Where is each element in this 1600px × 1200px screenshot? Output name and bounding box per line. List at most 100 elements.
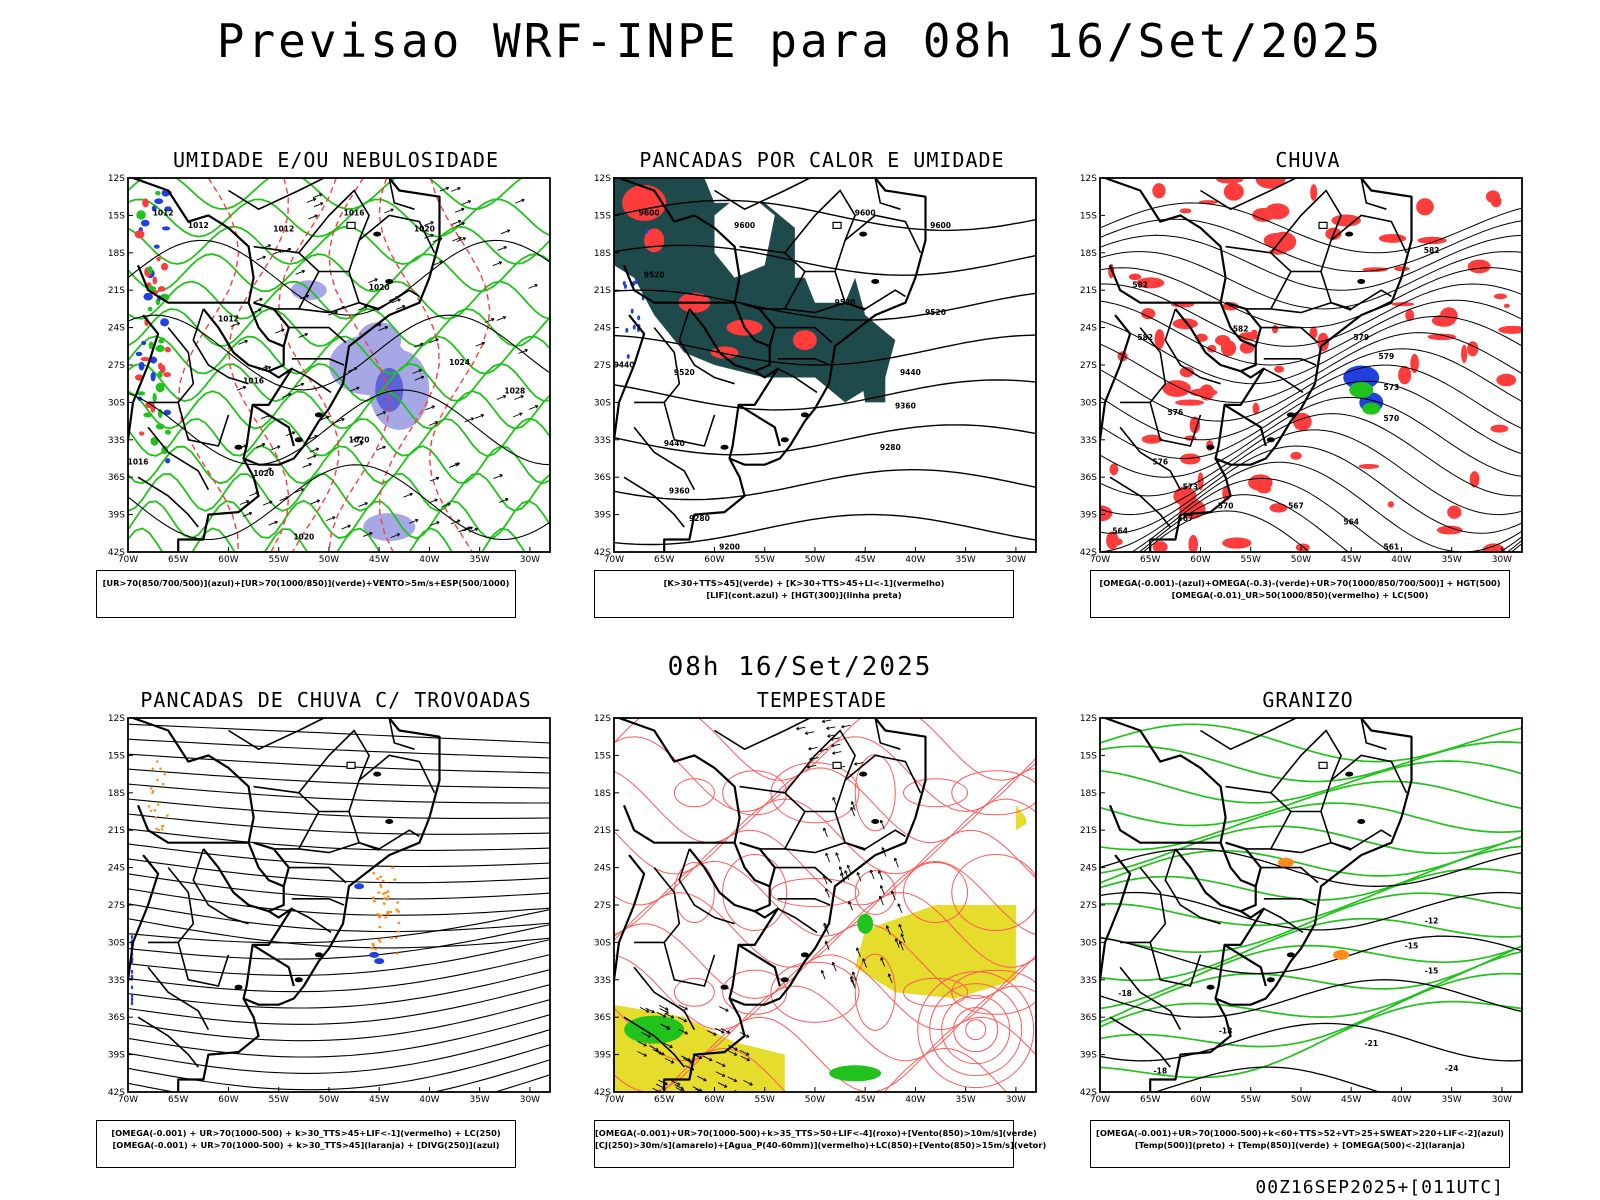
wind-vector <box>514 395 524 400</box>
andes-signal <box>152 276 158 285</box>
state-border <box>739 785 806 850</box>
strong-omega-area <box>1362 402 1381 415</box>
wind-vector <box>717 1082 728 1088</box>
wind-vector-head <box>409 492 413 497</box>
streamline-850 <box>614 985 1036 1062</box>
lat-tick-label: 21S <box>1080 826 1097 836</box>
wind-vector <box>408 519 419 524</box>
lon-tick-label: 70W <box>604 555 624 565</box>
streamline <box>128 888 550 916</box>
wind-vector <box>395 305 406 310</box>
lon-tick-label: 60W <box>1190 555 1210 565</box>
lat-tick-label: 39S <box>1080 1051 1097 1061</box>
wind-vector-head <box>746 1034 750 1038</box>
lon-tick-label: 30W <box>520 555 540 565</box>
convection-dot <box>161 782 165 786</box>
wind-vector-head <box>796 726 800 731</box>
country-border <box>728 367 779 459</box>
wind-vector-head <box>287 247 292 252</box>
wind-vector <box>900 933 906 943</box>
temp500-contour <box>1100 1022 1522 1062</box>
divergence-dot <box>354 883 365 890</box>
state-border <box>298 301 380 314</box>
contour-label: 564 <box>1112 526 1128 535</box>
wind-vector-head <box>832 797 836 801</box>
wind-vector-head <box>893 857 898 862</box>
convection-dot <box>379 914 383 917</box>
lon-tick-label: 70W <box>118 1095 138 1105</box>
wind-vector-head <box>397 298 401 302</box>
lif-contour <box>630 308 634 314</box>
state-border <box>1330 754 1408 794</box>
wind-vector <box>430 521 440 526</box>
streamline-850 <box>770 961 860 1023</box>
wind-vector <box>308 435 318 440</box>
hgt500-contour <box>1131 477 1522 552</box>
state-border <box>291 898 345 906</box>
wind-vector <box>862 958 868 968</box>
wind-vector <box>796 726 806 730</box>
panel-title: GRANIZO <box>1262 688 1354 712</box>
lake-marker <box>1286 412 1295 418</box>
lon-tick-label: 45W <box>855 1095 875 1105</box>
wind-vector-head <box>520 395 524 399</box>
wind-vector <box>678 1028 688 1035</box>
state-border <box>288 866 347 884</box>
streamline-850 <box>614 718 1036 781</box>
divergence-dot <box>130 974 134 979</box>
rain-area <box>1387 501 1395 508</box>
wind-vector <box>425 405 435 411</box>
lake-marker <box>800 412 809 418</box>
wind-vector <box>528 284 538 289</box>
hgt500-contour <box>1100 202 1522 254</box>
province-border <box>1120 327 1167 404</box>
wind-vector-head <box>434 421 439 425</box>
wind-vector-head <box>430 233 434 238</box>
cyclone-streamline <box>929 983 1023 1077</box>
humidity-contour <box>128 225 550 265</box>
convection-dot <box>372 872 376 875</box>
lat-tick-label: 30S <box>594 938 611 948</box>
wind-vector-head <box>420 342 424 347</box>
clear-area <box>804 259 856 303</box>
lat-tick-label: 42S <box>1080 548 1097 558</box>
wind-vector-head <box>881 847 885 851</box>
lat-tick-label: 24S <box>594 324 611 334</box>
contour-label: 9600 <box>930 221 951 230</box>
wind-vector-head <box>267 244 272 248</box>
convection-dot <box>156 803 160 806</box>
moisture-core <box>375 367 404 412</box>
wind-vector <box>363 532 373 537</box>
lake-marker <box>1266 977 1275 983</box>
wind-vector <box>681 1055 691 1061</box>
wind-vector <box>740 1055 750 1061</box>
wind-vector <box>888 973 893 984</box>
wind-vector-head <box>823 922 827 927</box>
lon-tick-label: 35W <box>955 1095 975 1105</box>
wind-vector-head <box>725 1008 729 1012</box>
lake-marker <box>373 231 382 237</box>
convection-dot <box>386 890 390 893</box>
wind-vector-head <box>420 375 425 380</box>
wind-vector <box>856 872 862 882</box>
lon-tick-label: 70W <box>1090 555 1110 565</box>
state-border <box>777 898 831 906</box>
wind-vector <box>891 890 896 901</box>
wind-vector-head <box>418 369 422 373</box>
wind-vector-head <box>445 186 450 191</box>
wind-vector <box>848 901 853 911</box>
wind-vector <box>841 724 851 728</box>
wind-vector-head <box>498 261 503 265</box>
country-border <box>739 841 776 887</box>
hgt300-contour <box>614 424 1036 456</box>
lon-tick-label: 55W <box>269 555 289 565</box>
wind-vector-head <box>519 412 523 416</box>
lat-tick-label: 42S <box>108 1088 125 1098</box>
contour-label: 579 <box>1353 333 1369 342</box>
lake-marker <box>859 771 868 777</box>
federal-district-marker <box>832 761 842 769</box>
rain-area <box>1490 424 1509 433</box>
temp500-contour <box>1152 1066 1522 1092</box>
wind-vector-head <box>269 500 273 505</box>
lon-tick-label: 45W <box>369 1095 389 1105</box>
